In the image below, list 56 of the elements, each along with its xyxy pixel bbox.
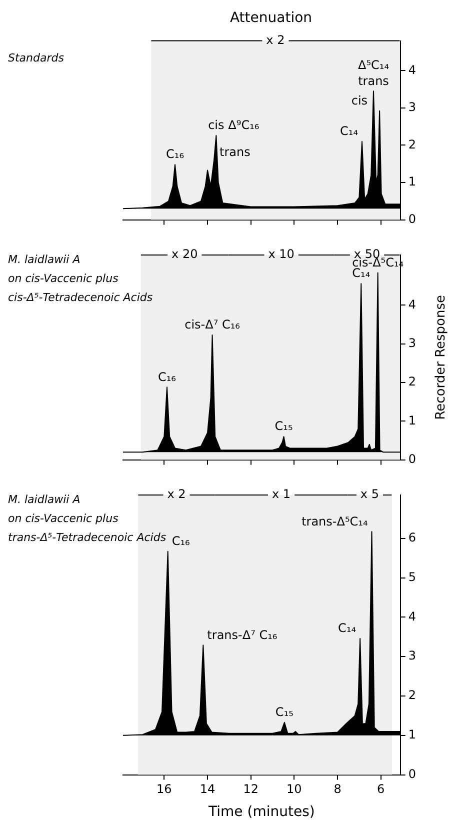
annotation: cis-Δ⁵-Tetradecenoic Acids xyxy=(8,290,153,304)
y-tick-label: 1 xyxy=(408,413,416,428)
band-label: x 1 xyxy=(272,487,291,502)
annotation: trans xyxy=(358,74,389,88)
annotation: Δ⁹C₁₆ xyxy=(228,118,260,132)
text: M. laidlawii A xyxy=(8,492,80,506)
x-tick-label: 16 xyxy=(156,782,172,796)
chart-title: Attenuation xyxy=(230,10,312,26)
annotation: C₁₅ xyxy=(275,705,294,720)
y-axis-title: Recorder Response xyxy=(433,294,448,420)
x-tick-label: 6 xyxy=(377,782,385,796)
annotation: C₁₄ xyxy=(338,621,356,636)
y-tick-label: 6 xyxy=(408,530,416,544)
y-tick-label: 3 xyxy=(408,648,416,663)
y-tick-label: 2 xyxy=(408,688,416,702)
text: on cis-Vaccenic plus xyxy=(8,272,119,285)
y-tick-label: 4 xyxy=(408,62,416,77)
text: M. laidlawii A xyxy=(8,252,80,266)
annotation: cis xyxy=(351,94,368,108)
y-tick-label: 0 xyxy=(408,766,416,781)
y-tick-label: 4 xyxy=(408,609,416,624)
annotation: trans-Δ⁵-Tetradecenoic Acids xyxy=(8,530,166,544)
y-tick-label: 3 xyxy=(408,100,416,114)
x-tick-label: 10 xyxy=(286,782,302,796)
annotation: C₁₄ xyxy=(352,266,370,280)
annotation: cis xyxy=(208,118,224,132)
text: Standards xyxy=(8,52,64,65)
annotation: C₁₆ xyxy=(166,147,184,162)
text: on cis-Vaccenic plus xyxy=(8,512,119,525)
y-tick-label: 0 xyxy=(408,212,416,226)
band-label: x 20 xyxy=(172,247,198,262)
annotation: cis-Δ⁷ C₁₆ xyxy=(184,318,240,332)
x-tick-label: 14 xyxy=(200,782,216,796)
y-tick-label: 1 xyxy=(408,174,416,189)
annotation: C₁₄ xyxy=(340,124,358,138)
band-label: x 10 xyxy=(268,247,294,262)
annotation: C₁₆ xyxy=(158,370,176,384)
band-label: x 2 xyxy=(167,487,186,502)
x-tick-label: 12 xyxy=(243,782,258,796)
y-tick-label: 2 xyxy=(408,137,416,152)
annotation: trans-Δ⁷ C₁₆ xyxy=(207,628,278,642)
band-label: x 5 xyxy=(360,487,379,502)
annotation: C₁₆ xyxy=(172,534,190,548)
y-tick-label: 3 xyxy=(408,336,416,350)
y-tick-label: 4 xyxy=(408,297,416,312)
y-tick-label: 0 xyxy=(408,452,416,466)
y-tick-label: 2 xyxy=(408,374,416,389)
x-tick-label: 8 xyxy=(334,782,342,796)
annotation: trans xyxy=(220,144,250,159)
y-tick-label: 1 xyxy=(408,728,416,742)
annotation: trans-Δ⁵C₁₄ xyxy=(302,514,368,528)
band-label: x 2 xyxy=(266,32,285,47)
x-axis-title: Time (minutes) xyxy=(208,804,315,820)
y-tick-label: 5 xyxy=(408,570,416,584)
annotation: Δ⁵C₁₄ xyxy=(358,58,390,72)
annotation: C₁₅ xyxy=(274,419,293,434)
